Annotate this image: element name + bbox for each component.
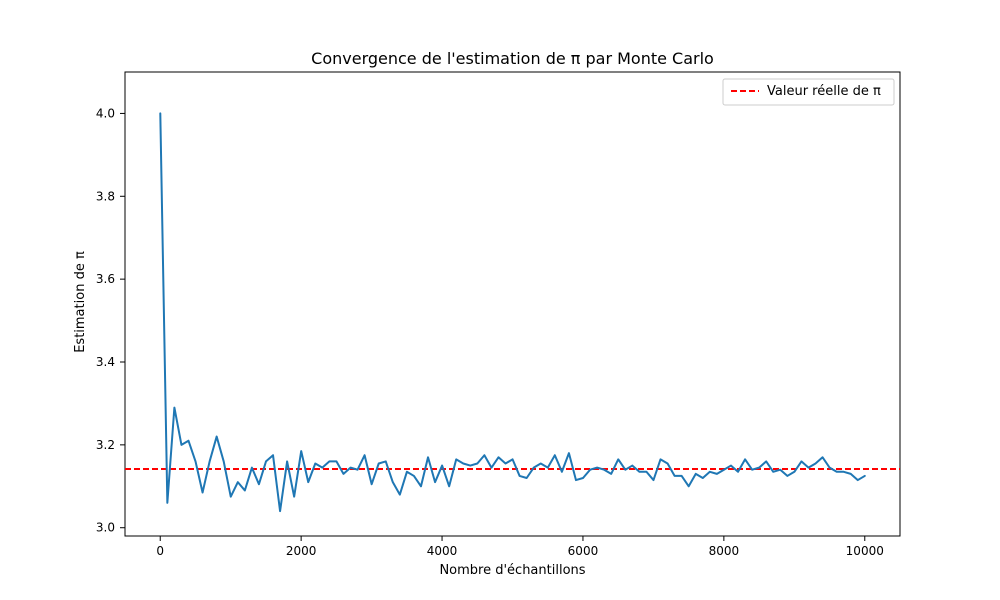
legend: Valeur réelle de π	[722, 78, 895, 106]
x-tick-label: 10000	[846, 544, 884, 558]
y-axis-ticks: 3.0 3.2 3.4 3.6 3.8 4.0	[96, 106, 125, 535]
y-tick-label: 3.4	[96, 355, 115, 369]
plot-area	[124, 71, 901, 537]
estimate-line	[159, 112, 866, 513]
x-axis-ticks: 0 2000 4000 6000 8000 10000	[156, 536, 884, 558]
legend-box	[722, 78, 895, 106]
y-tick-label: 3.2	[96, 438, 115, 452]
x-axis-label: Nombre d'échantillons	[439, 563, 585, 578]
chart-title: Convergence de l'estimation de π par Mon…	[311, 49, 714, 68]
x-tick-label: 4000	[427, 544, 458, 558]
legend-label: Valeur réelle de π	[767, 84, 881, 99]
y-axis-label: Estimation de π	[73, 251, 88, 353]
y-tick-label: 4.0	[96, 106, 115, 120]
x-tick-label: 6000	[568, 544, 599, 558]
plot-frame	[124, 71, 901, 537]
y-tick-label: 3.0	[96, 521, 115, 535]
x-tick-label: 2000	[286, 544, 317, 558]
y-tick-label: 3.8	[96, 189, 115, 203]
y-tick-label: 3.6	[96, 272, 115, 286]
x-tick-label: 8000	[709, 544, 740, 558]
x-tick-label: 0	[156, 544, 164, 558]
